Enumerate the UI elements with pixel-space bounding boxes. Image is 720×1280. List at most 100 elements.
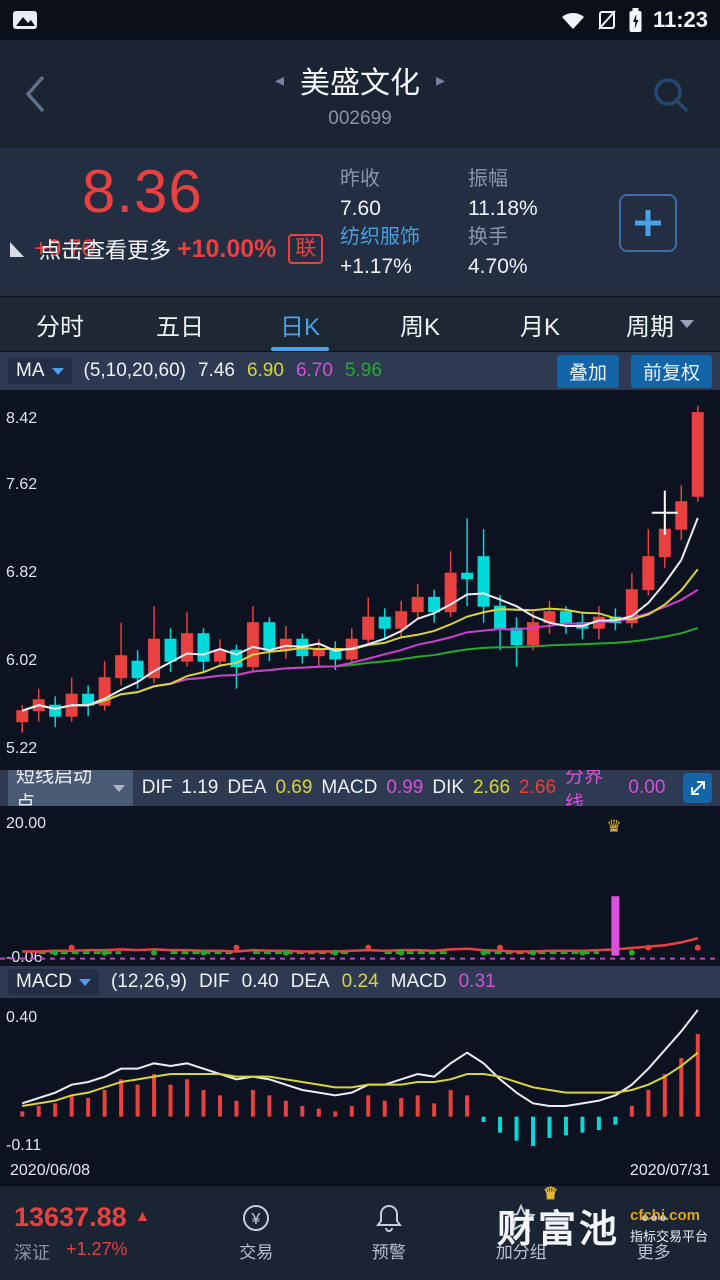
next-stock-arrow[interactable]: ▸ — [436, 69, 446, 90]
svg-text:0.40: 0.40 — [6, 1009, 37, 1026]
sig-dik-label: DIK — [432, 777, 465, 798]
svg-text:6.02: 6.02 — [6, 652, 37, 669]
sector-label[interactable]: 纺织服饰 — [340, 226, 420, 248]
bell-icon — [375, 1204, 402, 1232]
tab-daily-k[interactable]: 日K — [240, 297, 360, 351]
macd-dea-label: DEA — [290, 971, 330, 992]
macd-params: (12,26,9) — [110, 971, 187, 992]
status-bar: 11:23 — [0, 0, 720, 40]
svg-text:-0.11: -0.11 — [6, 1137, 41, 1154]
date-axis: 2020/06/08 2020/07/31 — [0, 1158, 720, 1184]
chevron-left-icon — [25, 75, 45, 113]
svg-text:20.00: 20.00 — [6, 815, 46, 832]
battery-charging-icon — [629, 8, 642, 32]
macd-dif-value: 0.40 — [241, 971, 279, 992]
nav-trade[interactable]: ¥ 交易 — [190, 1203, 323, 1263]
ma-selector[interactable]: MA — [8, 358, 72, 384]
index-up-arrow: ▲ — [134, 1208, 151, 1225]
tab-weekly-k[interactable]: 周K — [399, 313, 440, 341]
search-icon — [654, 78, 689, 113]
yuan-circle-icon: ¥ — [243, 1205, 270, 1231]
tab-minute[interactable]: 分时 — [36, 313, 84, 341]
signal-chart[interactable]: 20.00 -0.06 ♛ — [0, 806, 720, 966]
forward-adjust-button[interactable]: 前复权 — [630, 354, 712, 388]
ma60-value: 5.96 — [344, 360, 382, 381]
prev-stock-arrow[interactable]: ◂ — [274, 69, 284, 90]
sig-dea-value: 0.69 — [275, 777, 313, 798]
ma10-value: 6.90 — [246, 360, 284, 381]
svg-text:6.82: 6.82 — [6, 564, 37, 581]
kline-svg: 8.42 7.62 6.82 6.02 5.22 — [0, 405, 720, 759]
start-date: 2020/06/08 — [10, 1162, 91, 1179]
change-value: +0.76 — [34, 235, 95, 262]
tab-monthly-k[interactable]: 月K — [519, 313, 560, 341]
bottom-nav: 13637.88 ▲ 深证 +1.27% ¥ 交易 预警 — [0, 1184, 720, 1280]
view-more-link[interactable]: 点击查看更多 — [39, 238, 172, 263]
prev-close-value: 7.60 — [340, 197, 381, 220]
tab-period-more[interactable]: 周期 — [600, 297, 720, 351]
overlay-button[interactable]: 叠加 — [556, 354, 619, 388]
nav-alert[interactable]: 预警 — [323, 1203, 456, 1263]
macd-macd-value: 0.31 — [458, 971, 496, 992]
quote-panel: 8.36 +0.76 点击查看更多 +10.00% 联 昨收 7.60 纺织服饰… — [0, 148, 720, 296]
index-quote[interactable]: 13637.88 ▲ 深证 +1.27% — [0, 1202, 190, 1265]
index-change: +1.27% — [66, 1238, 128, 1259]
ma-indicator-bar: MA (5,10,20,60) 7.46 6.90 6.70 5.96 叠加 前… — [0, 352, 720, 390]
nav-add-group[interactable]: 加分组 — [455, 1203, 588, 1263]
screenshot-icon — [13, 11, 37, 29]
signal-svg: 20.00 -0.06 ♛ — [0, 815, 720, 966]
svg-text:-0.06: -0.06 — [6, 949, 43, 966]
search-button[interactable] — [650, 74, 692, 121]
boundary-value: 0.00 — [628, 777, 666, 798]
svg-text:7.62: 7.62 — [6, 476, 37, 493]
corner-pointer-icon — [10, 242, 24, 257]
macd-chart[interactable]: 0.40 -0.11 — [0, 998, 720, 1158]
more-dots-icon — [641, 1215, 666, 1221]
plus-icon — [635, 210, 661, 236]
wifi-icon — [561, 12, 584, 29]
prev-close-label: 昨收 — [340, 168, 380, 190]
kline-chart[interactable]: 8.42 7.62 6.82 6.02 5.22 — [0, 390, 720, 770]
no-sim-icon — [598, 10, 616, 30]
chevron-down-icon — [51, 367, 64, 375]
sig-dik-value: 2.66 — [473, 777, 511, 798]
turnover-label: 换手 — [468, 226, 508, 248]
back-button[interactable] — [22, 72, 48, 121]
title-block: ◂ 美盛文化 ▸ 002699 — [275, 58, 445, 130]
last-price: 8.36 — [82, 158, 203, 225]
fullscreen-button[interactable] — [683, 773, 713, 803]
add-to-watchlist-wrap — [608, 156, 688, 290]
quote-stats-col2: 振幅 11.18% 换手 4.70% — [468, 156, 608, 290]
clock: 11:23 — [652, 7, 708, 32]
index-name: 深证 — [14, 1242, 50, 1263]
amplitude-label: 振幅 — [468, 168, 508, 190]
nav-more[interactable]: 更多 — [588, 1203, 720, 1263]
chevron-down-icon — [680, 320, 694, 328]
change-row: +0.76 点击查看更多 +10.00% 联 — [10, 230, 340, 268]
crown-icon: ♛ — [542, 1184, 559, 1203]
change-percent: +10.00% — [177, 234, 277, 263]
sig-macd-value: 0.99 — [386, 777, 424, 798]
macd-indicator-bar: MACD (12,26,9) DIF 0.40 DEA 0.24 MACD 0.… — [0, 966, 720, 998]
header: ◂ 美盛文化 ▸ 002699 — [0, 40, 720, 148]
svg-text:♛: ♛ — [606, 817, 621, 836]
macd-macd-label: MACD — [390, 971, 447, 992]
star-icon — [506, 1203, 537, 1232]
chevron-down-icon — [112, 784, 125, 792]
sector-change: +1.17% — [340, 255, 412, 278]
signal-indicator-bar: 短线启动点 DIF 1.19 DEA 0.69 MACD 0.99 DIK 2.… — [0, 759, 720, 817]
macd-selector[interactable]: MACD — [8, 969, 99, 995]
expand-diagonal-icon — [690, 781, 705, 795]
ma20-value: 6.70 — [295, 360, 333, 381]
end-date: 2020/07/31 — [629, 1162, 710, 1179]
sig-extra-value: 2.66 — [519, 777, 557, 798]
period-tabs: 分时 五日 日K 周K 月K 周期 — [0, 296, 720, 352]
index-value: 13637.88 — [14, 1201, 127, 1232]
tab-5day[interactable]: 五日 — [156, 313, 204, 341]
add-to-watchlist-button[interactable] — [619, 194, 677, 252]
macd-svg: 0.40 -0.11 — [6, 1009, 700, 1154]
linked-badge[interactable]: 联 — [288, 234, 324, 264]
sig-dif-value: 1.19 — [181, 777, 219, 798]
quote-stats-col1: 昨收 7.60 纺织服饰 +1.17% — [340, 156, 468, 290]
